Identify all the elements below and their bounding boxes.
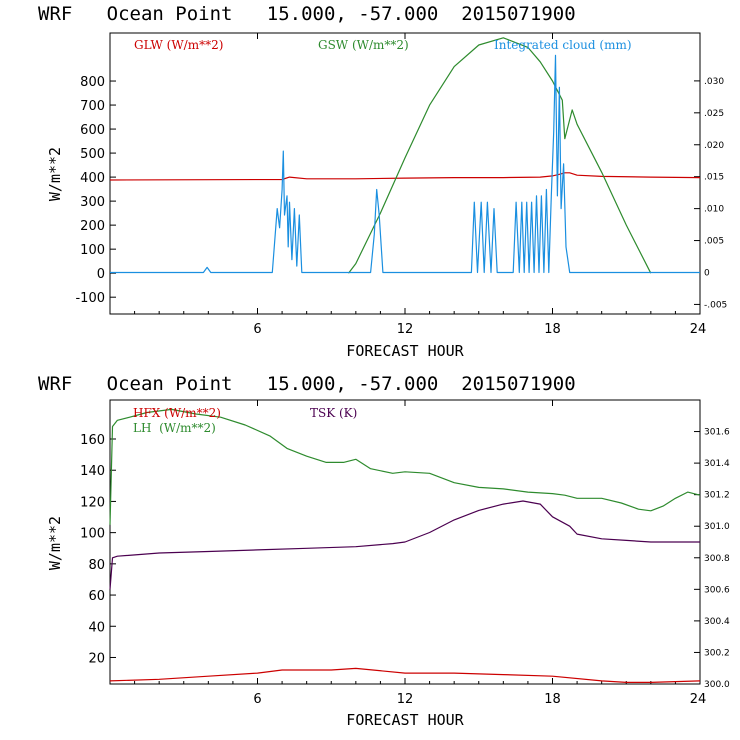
- panel-2-legend-tsk: TSK (K): [310, 406, 357, 420]
- panel-2-right-y-tick-label: 301.4: [704, 459, 730, 469]
- panel-1-x-tick-label: 12: [397, 322, 414, 337]
- panel-2-y-tick-label: 80: [88, 558, 105, 573]
- panel-1-y-axis-label: W/m**2: [46, 147, 64, 201]
- panel-1-title: WRF Ocean Point 15.000, -57.000 20150719…: [38, 3, 576, 25]
- panel-2-x-tick-label: 18: [544, 692, 561, 707]
- panel-2-y-axis-label: W/m**2: [46, 516, 64, 570]
- panel-1-y-tick-label: 800: [80, 75, 105, 90]
- panel-2-y-tick-label: 100: [80, 527, 105, 542]
- panel-2-series: [109, 408, 701, 684]
- panel-1-y-tick-label: -100: [75, 291, 105, 306]
- panel-1: WRF Ocean Point 15.000, -57.000 20150719…: [38, 3, 727, 360]
- panel-1-legend-glw: GLW (W/m**2): [134, 38, 223, 52]
- panel-1-right-y-tick-label: .025: [704, 109, 724, 119]
- panel-1-x-tick-label: 18: [544, 322, 561, 337]
- panel-2-series-line-2: [109, 408, 701, 525]
- panel-2-right-y-tick-label: 301.2: [704, 491, 730, 501]
- panel-2: WRF Ocean Point 15.000, -57.000 20150719…: [38, 373, 730, 729]
- panel-1-right-y-tick-label: .015: [704, 173, 724, 183]
- panel-2-x-tick-label: 24: [690, 692, 707, 707]
- panel-2-y-tick-label: 40: [88, 620, 105, 635]
- panel-1-ticks: 6 12 18 24 -100 0 100 200 300 400 500 600 700 800 -.00…: [75, 33, 727, 337]
- panel-2-series-line-3: [109, 500, 700, 590]
- panel-1-y-tick-label: 400: [80, 171, 105, 186]
- panel-2-x-tick-label: 6: [253, 692, 261, 707]
- panel-1-y-tick-label: 100: [80, 243, 105, 258]
- panel-1-right-y-tick-label: 0: [704, 268, 710, 278]
- panel-2-y-tick-label: 60: [88, 589, 105, 604]
- panel-1-x-axis-label: FORECAST HOUR: [346, 342, 464, 360]
- panel-1-right-y-tick-label: .030: [704, 77, 724, 87]
- panel-2-ticks: 6 12 18 24 20 40 60 80 100 120 140 160 300.0 300.2 300…: [80, 400, 730, 707]
- panel-2-y-tick-label: 140: [80, 464, 105, 479]
- panel-1-y-tick-label: 600: [80, 123, 105, 138]
- panel-2-x-tick-label: 12: [397, 692, 414, 707]
- panel-1-y-tick-label: 500: [80, 147, 105, 162]
- panel-2-right-y-tick-label: 300.6: [704, 585, 730, 595]
- panel-1-legend-cloud: Integrated cloud (mm): [494, 38, 632, 52]
- panel-1-right-y-tick-label: .010: [704, 205, 724, 215]
- panel-1-y-tick-label: 700: [80, 99, 105, 114]
- panel-2-series-line-1: [109, 667, 701, 684]
- panel-1-series-line-2: [348, 37, 652, 274]
- panel-1-right-y-tick-label: -.005: [704, 300, 727, 310]
- panel-1-legend-gsw: GSW (W/m**2): [318, 38, 409, 52]
- panel-1-series: [109, 37, 701, 274]
- panel-1-y-tick-label: 300: [80, 195, 105, 210]
- panel-2-right-y-tick-label: 300.2: [704, 648, 730, 658]
- panel-1-y-tick-label: 0: [97, 267, 105, 282]
- panel-2-right-y-tick-label: 300.4: [704, 617, 730, 627]
- panel-2-legend-lh: LH (W/m**2): [133, 421, 216, 435]
- panel-2-legend-hfx: HFX (W/m**2): [133, 406, 221, 420]
- panel-1-right-y-tick-label: .005: [704, 237, 724, 247]
- panel-1-series-line-1: [109, 172, 701, 181]
- panel-2-right-y-tick-label: 300.0: [704, 680, 730, 690]
- panel-1-y-tick-label: 200: [80, 219, 105, 234]
- panel-2-y-tick-label: 160: [80, 433, 105, 448]
- panel-2-right-y-tick-label: 301.6: [704, 428, 730, 438]
- panel-1-x-tick-label: 6: [253, 322, 261, 337]
- panel-2-y-tick-label: 20: [88, 651, 105, 666]
- panel-2-x-axis-label: FORECAST HOUR: [346, 711, 464, 729]
- panel-1-plot-frame: [109, 32, 701, 315]
- panel-2-right-y-tick-label: 301.0: [704, 522, 730, 532]
- panel-1-series-line-3: [110, 54, 700, 274]
- panel-1-x-tick-label: 24: [690, 322, 707, 337]
- panel-1-right-y-tick-label: .020: [704, 141, 724, 151]
- panel-2-right-y-tick-label: 300.8: [704, 554, 730, 564]
- panel-2-y-tick-label: 120: [80, 495, 105, 510]
- panel-2-title: WRF Ocean Point 15.000, -57.000 20150719…: [38, 373, 576, 395]
